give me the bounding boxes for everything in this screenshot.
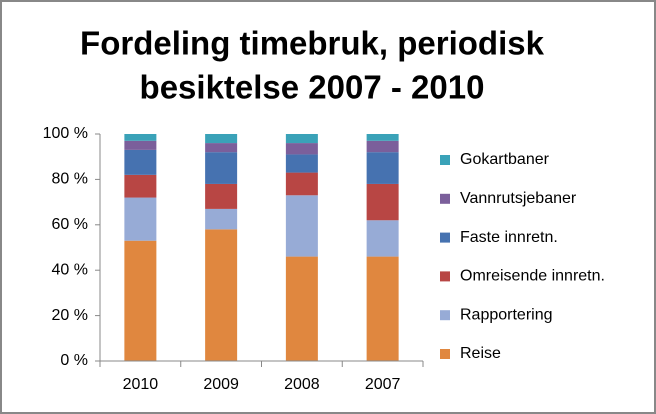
chart-title: besiktelse 2007 - 2010 [140, 69, 485, 106]
bar-segment [124, 174, 157, 198]
legend-label: Omreisende innretn. [460, 268, 605, 285]
bar-segment [205, 134, 238, 144]
bar-segment [285, 154, 318, 173]
bar-segment [285, 134, 318, 144]
bar-segment [124, 134, 157, 141]
legend-swatch [440, 232, 450, 243]
y-tick-label: 100 % [43, 125, 88, 142]
y-tick-label: 80 % [52, 171, 88, 188]
chart-title: Fordeling timebruk, periodisk [80, 25, 545, 62]
y-tick-label: 40 % [52, 261, 88, 278]
bar-segment [366, 183, 399, 221]
legend-swatch [440, 271, 450, 282]
legend-label: Reise [460, 345, 501, 362]
y-tick-label: 60 % [52, 216, 88, 233]
x-tick-label: 2010 [123, 376, 159, 393]
bar-segment [124, 140, 157, 150]
x-tick-label: 2009 [203, 376, 239, 393]
bar-segment [205, 183, 238, 209]
bar-segment [124, 197, 157, 241]
bar-segment [205, 229, 238, 361]
legend-swatch [440, 193, 450, 204]
bar-segment [124, 240, 157, 361]
bar-segment [366, 256, 399, 361]
legend-label: Gokartbaner [460, 151, 550, 168]
bar-segment [124, 149, 157, 175]
bar-segment [366, 140, 399, 153]
legend-swatch [440, 349, 450, 359]
bar-segment [285, 256, 318, 361]
y-tick-label: 0 % [60, 352, 88, 369]
x-tick-label: 2007 [365, 376, 401, 393]
legend-swatch [440, 155, 450, 165]
x-tick-label: 2008 [284, 376, 320, 393]
legend-label: Vannrutsjebaner [460, 190, 577, 207]
bar-segment [205, 143, 238, 153]
bar-segment [285, 172, 318, 196]
bar-segment [366, 220, 399, 257]
y-tick-label: 20 % [52, 307, 88, 324]
bar-segment [285, 195, 318, 257]
legend-swatch [440, 310, 450, 321]
bar-segment [366, 134, 399, 141]
legend-label: Faste innretn. [460, 229, 558, 246]
legend-label: Rapportering [460, 306, 553, 323]
bar-segment [205, 208, 238, 230]
bar-segment [285, 143, 318, 155]
bar-segment [205, 152, 238, 184]
bar-segment [366, 152, 399, 184]
